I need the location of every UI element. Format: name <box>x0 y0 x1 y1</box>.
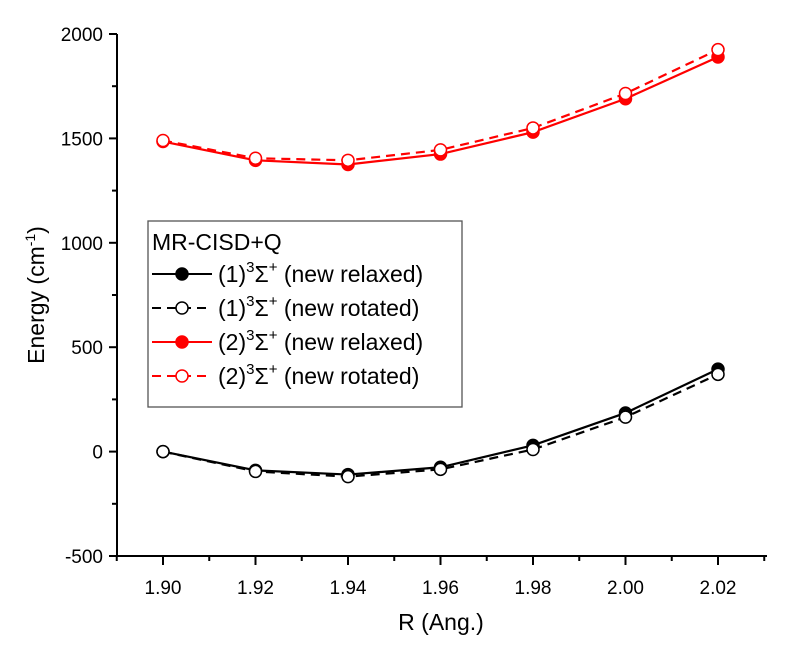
x-axis-title: R (Ang.) <box>398 609 484 635</box>
legend-marker <box>175 301 189 315</box>
legend-label: (1)3Σ+ (new rotated) <box>218 293 419 321</box>
data-point <box>156 444 170 459</box>
series-layer <box>156 42 725 484</box>
legend-title: MR-CISD+Q <box>152 229 282 255</box>
y-tick-label: -500 <box>65 547 103 568</box>
data-point <box>711 42 725 57</box>
x-tick-label: 1.94 <box>330 578 367 599</box>
y-axis-title: Energy (cm-1) <box>22 226 49 364</box>
legend-label-part: (1) <box>218 261 246 287</box>
data-point <box>618 86 633 101</box>
data-point <box>526 121 540 135</box>
data-point <box>341 153 355 168</box>
legend-label-part: (2) <box>218 329 246 355</box>
data-point <box>433 143 448 157</box>
legend-label-part: + <box>269 327 278 344</box>
data-point <box>433 462 448 477</box>
legend-label-part: + <box>269 259 278 276</box>
y-tick-label: 500 <box>71 338 103 359</box>
ticks: -500 0 500 1000 1500 2000 1.90 1.92 1.94 1.96 1.98… <box>61 25 766 599</box>
legend-label-part: Σ <box>254 329 268 355</box>
legend-label-part: + <box>269 293 278 310</box>
legend-entry: (1)3Σ+ (new relaxed) <box>152 259 423 287</box>
legend-label-part: 3 <box>246 293 254 310</box>
legend-label-part: Σ <box>254 261 268 287</box>
legend-label-part: (new rotated) <box>277 363 419 389</box>
data-point <box>248 151 263 165</box>
y-tick-label: 0 <box>92 443 103 464</box>
legend-marker <box>175 369 189 383</box>
y-tick-label: 1500 <box>61 129 103 150</box>
legend-entry: (1)3Σ+ (new rotated) <box>152 293 419 321</box>
legend-entry: (2)3Σ+ (new relaxed) <box>152 327 423 355</box>
legend-label: (2)3Σ+ (new rotated) <box>218 361 419 389</box>
data-point <box>618 410 633 424</box>
legend-label-part: Σ <box>254 363 268 389</box>
legend-label-part: + <box>269 361 278 378</box>
y-tick-label: 1000 <box>61 234 103 255</box>
data-point <box>526 442 540 457</box>
legend-marker <box>175 267 189 281</box>
x-tick-label: 1.92 <box>237 578 274 599</box>
data-point <box>341 469 355 484</box>
y-axis-title-sup: -1 <box>22 234 38 247</box>
legend-label-part: (new rotated) <box>277 295 419 321</box>
legend-label: (1)3Σ+ (new relaxed) <box>218 259 423 287</box>
legend-label-part: 3 <box>246 361 254 378</box>
legend-label-part: (new relaxed) <box>277 261 423 287</box>
x-tick-label: 2.00 <box>607 578 644 599</box>
x-tick-label: 1.90 <box>145 578 182 599</box>
legend-label-part: 3 <box>246 259 254 276</box>
legend: MR-CISD+Q (1)3Σ+ (new relaxed)(1)3Σ+ (ne… <box>147 220 463 408</box>
legend-label-part: (1) <box>218 295 246 321</box>
legend-entry: (2)3Σ+ (new rotated) <box>152 361 419 389</box>
data-point <box>248 464 263 479</box>
legend-label: (2)3Σ+ (new relaxed) <box>218 327 423 355</box>
legend-label-part: (new relaxed) <box>277 329 423 355</box>
x-tick-label: 1.98 <box>515 578 552 599</box>
y-axis-title-close: ) <box>23 226 49 234</box>
y-tick-label: 2000 <box>61 25 103 46</box>
x-tick-label: 1.96 <box>422 578 459 599</box>
x-tick-label: 2.02 <box>700 578 737 599</box>
series-4-markers <box>156 42 725 168</box>
legend-marker <box>175 335 189 349</box>
data-point <box>156 133 170 148</box>
series-2-markers <box>156 367 725 484</box>
legend-label-part: (2) <box>218 363 246 389</box>
y-axis-title-main: Energy (cm <box>23 246 49 364</box>
legend-label-part: 3 <box>246 327 254 344</box>
legend-label-part: Σ <box>254 295 268 321</box>
legend-entries: (1)3Σ+ (new relaxed)(1)3Σ+ (new rotated)… <box>152 259 423 389</box>
data-point <box>711 367 725 382</box>
